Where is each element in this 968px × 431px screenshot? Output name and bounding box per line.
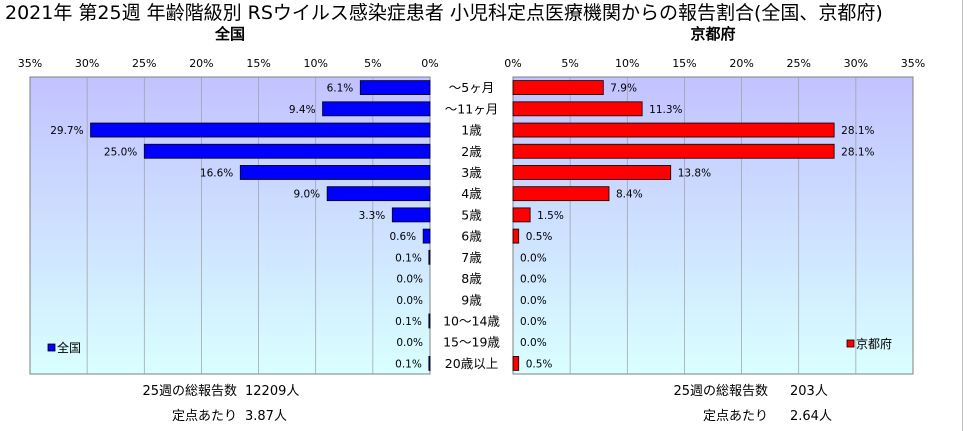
data-label: 0.1% (395, 316, 422, 328)
data-label: 6.1% (327, 83, 354, 95)
x-tick-label: 15% (246, 57, 270, 70)
data-label: 0.5% (526, 231, 553, 243)
kyoto-bar (512, 101, 643, 117)
chart-frame-edge (962, 0, 963, 431)
x-tick-label: 30% (75, 57, 99, 70)
category-label: 15～19歳 (443, 335, 500, 350)
x-tick-label: 0% (504, 57, 521, 70)
data-label: 0.0% (520, 274, 547, 286)
legend-swatch (846, 339, 855, 348)
data-label: 9.0% (293, 189, 320, 201)
national-panel-title: 全国 (214, 25, 245, 43)
legend-label: 全国 (57, 340, 81, 355)
data-label: 25.0% (104, 146, 137, 158)
data-label: 7.9% (610, 83, 637, 95)
national-bar (428, 313, 431, 329)
x-tick-label: 15% (672, 57, 696, 70)
data-label: 8.4% (616, 189, 643, 201)
plot-area-right (512, 76, 914, 375)
national-bar (326, 186, 431, 202)
data-label: 11.3% (649, 104, 682, 116)
data-label: 1.5% (537, 210, 564, 222)
data-label: 13.8% (678, 167, 711, 179)
x-tick-label: 25% (786, 57, 810, 70)
kyoto-per-sentinel-value: 2.64人 (790, 409, 832, 424)
x-tick-label: 5% (364, 57, 381, 70)
national-per-sentinel-label: 定点あたり (171, 409, 237, 424)
legend-swatch (47, 343, 56, 352)
x-tick-label: 30% (844, 57, 868, 70)
national-per-sentinel-value: 3.87人 (245, 409, 287, 424)
national-bar (143, 143, 431, 159)
category-label: 7歳 (461, 250, 482, 265)
category-label: 1歳 (461, 123, 482, 138)
national-bar (391, 207, 431, 223)
kyoto-bar (512, 165, 672, 180)
x-tick-label: 35% (901, 57, 925, 70)
national-bar (239, 165, 431, 180)
category-label: 10～14歳 (443, 313, 500, 328)
data-label: 0.6% (389, 231, 416, 243)
data-label: 0.5% (526, 358, 553, 370)
kyoto-bar (512, 207, 531, 223)
legend-label: 京都府 (856, 336, 892, 351)
national-bar (322, 101, 431, 117)
category-label: 8歳 (461, 271, 482, 286)
data-label: 0.0% (396, 337, 423, 349)
data-label: 0.0% (396, 295, 423, 307)
data-label: 28.1% (841, 125, 874, 137)
data-label: 16.6% (200, 167, 233, 179)
category-label: 20歳以上 (445, 356, 498, 371)
data-label: 9.4% (289, 104, 316, 116)
category-label: 2歳 (461, 144, 482, 159)
x-tick-label: 10% (615, 57, 639, 70)
category-label: ～5ヶ月 (449, 80, 494, 95)
x-tick-label: 20% (189, 57, 213, 70)
x-tick-label: 5% (561, 57, 578, 70)
category-label: 5歳 (461, 207, 482, 222)
plot-area-left (29, 76, 431, 375)
kyoto-bar (512, 122, 835, 138)
data-label: 3.3% (359, 210, 386, 222)
kyoto-per-sentinel-label: 定点あたり (702, 409, 768, 424)
data-label: 0.1% (395, 252, 422, 264)
x-tick-label: 0% (421, 57, 438, 70)
data-label: 28.1% (841, 146, 874, 158)
kyoto-bar (512, 143, 835, 159)
data-label: 0.0% (396, 274, 423, 286)
category-label: 3歳 (461, 165, 482, 180)
category-label: ～11ヶ月 (445, 101, 498, 116)
x-tick-label: 20% (729, 57, 753, 70)
data-label: 0.0% (520, 252, 547, 264)
national-bar (422, 228, 431, 244)
kyoto-panel-title: 京都府 (690, 25, 736, 43)
category-label: 4歳 (461, 186, 482, 201)
kyoto-bar (512, 228, 520, 244)
national-total-label: 25週の総報告数 (142, 384, 237, 399)
data-label: 0.0% (520, 337, 547, 349)
national-bar (428, 249, 431, 265)
kyoto-bar (512, 186, 610, 202)
national-bar (359, 80, 431, 96)
kyoto-total-label: 25週の総報告数 (673, 384, 768, 399)
data-label: 0.0% (520, 295, 547, 307)
category-label: 6歳 (461, 229, 482, 244)
national-bar (428, 355, 431, 371)
x-tick-label: 25% (132, 57, 156, 70)
category-label: 9歳 (461, 292, 482, 307)
kyoto-bar (512, 355, 520, 371)
x-tick-label: 35% (18, 57, 42, 70)
kyoto-total-value: 203人 (790, 384, 828, 399)
national-bar (90, 122, 431, 138)
kyoto-bar (512, 80, 604, 96)
x-tick-label: 10% (303, 57, 327, 70)
data-label: 0.0% (520, 316, 547, 328)
chart-title: 2021年 第25週 年齢階級別 RSウイルス感染症患者 小児科定点医療機関から… (5, 2, 883, 24)
data-label: 29.7% (50, 125, 83, 137)
data-label: 0.1% (395, 358, 422, 370)
national-total-value: 12209人 (245, 384, 300, 399)
